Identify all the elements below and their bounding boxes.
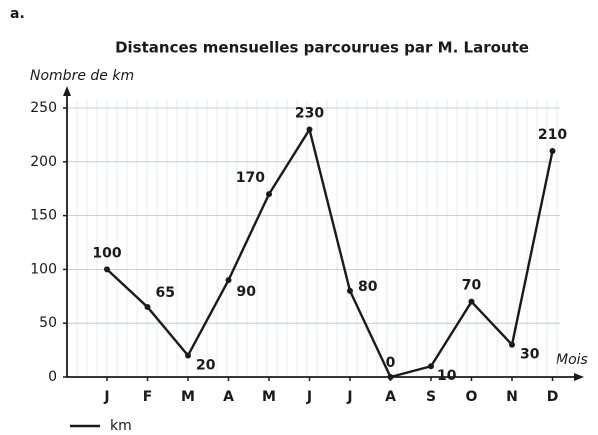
data-point [185,352,191,359]
data-point [428,363,434,370]
x-tick-label: A [223,389,234,405]
y-tick-label: 100 [30,261,57,277]
y-tick-label: 150 [30,208,57,224]
panel-label: a. [10,6,25,22]
data-point [468,298,475,305]
data-point [387,374,394,380]
data-label: 230 [295,106,324,122]
x-tick-label: F [143,389,153,405]
series-line [106,128,554,379]
data-point [104,266,110,273]
data-label: 20 [196,357,216,373]
data-label: 65 [156,285,175,301]
x-tick-label: A [385,389,396,405]
data-label: 10 [437,368,457,384]
data-label: 30 [520,347,540,363]
data-point [266,191,272,198]
x-tick-label: O [466,389,478,405]
data-label: 210 [538,127,567,143]
data-point [509,341,515,348]
x-tick-label: M [181,389,195,405]
x-tick-label: N [506,389,518,405]
y-tick-label: 250 [30,100,57,116]
x-tick-label: J [306,389,312,405]
data-point [306,126,313,133]
data-label: 100 [92,245,121,261]
data-label: 70 [462,278,482,294]
data-label: 90 [237,284,257,300]
data-label: 170 [236,170,265,186]
x-tick-label: S [426,389,436,405]
y-tick-label: 50 [39,315,57,331]
x-tick-label: J [346,389,352,405]
x-tick-label: J [103,389,109,405]
x-tick-label: D [547,389,559,405]
y-arrow [63,86,71,96]
y-tick-label: 0 [48,369,57,385]
data-point [549,148,556,155]
y-axis-label: Nombre de km [30,68,134,84]
x-axis-label: Mois [556,352,588,368]
y-tick-label: 200 [30,154,57,170]
data-point [225,277,232,284]
data-label: 0 [386,355,396,371]
x-arrow [574,373,584,381]
data-point [347,287,353,294]
data-point [144,304,151,311]
x-tick-label: M [262,389,276,405]
legend-label: km [110,418,132,434]
chart-title: Distances mensuelles parcourues par M. L… [115,39,529,57]
data-label: 80 [358,279,378,295]
